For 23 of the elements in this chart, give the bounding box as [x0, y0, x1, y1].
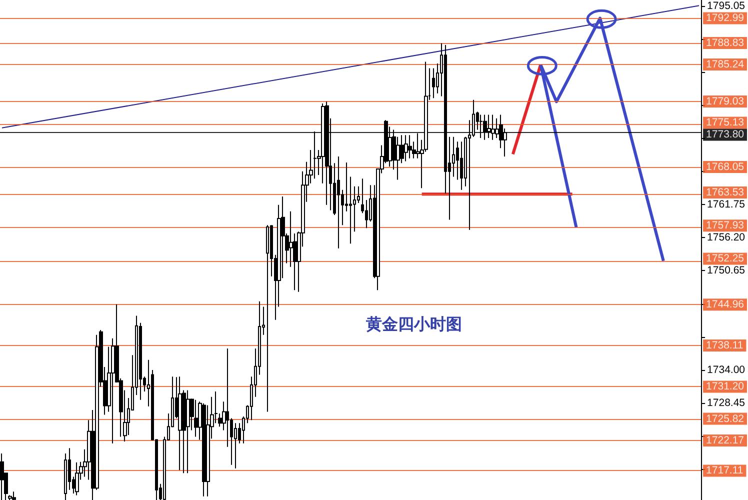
ref-line-label: 1757.93: [706, 220, 744, 232]
y-tick-label: 1750.65: [707, 264, 746, 277]
ref-line-label: 1768.05: [706, 160, 744, 173]
annotation: 黄金四小时图: [365, 314, 462, 334]
ref-line-label: 1779.03: [706, 95, 744, 108]
ref-line-label: 1752.25: [706, 252, 744, 265]
ref-line-label: 1731.20: [706, 380, 744, 393]
y-tick-label: 1734.00: [707, 364, 746, 376]
y-tick-label: 1756.20: [707, 232, 746, 244]
ref-line-label: 1738.11: [706, 340, 744, 352]
ref-line-label: 1775.13: [706, 116, 744, 129]
ref-line-label: 1717.11: [706, 464, 744, 477]
ref-line-label: 1763.53: [706, 186, 744, 199]
ref-line-label: 1722.17: [706, 434, 744, 447]
ref-line-label: 1725.82: [706, 412, 744, 425]
y-tick-label: 1761.75: [707, 198, 746, 211]
y-tick-label: 1795.05: [707, 0, 746, 12]
ref-line-label: 1785.24: [706, 58, 744, 70]
ref-line-label: 1788.83: [706, 37, 744, 50]
ref-line-label: 1744.96: [706, 298, 744, 311]
ref-line-label: 1773.80: [706, 128, 744, 141]
y-tick-label: 1728.45: [707, 397, 746, 410]
ref-line-label: 1792.99: [706, 12, 744, 24]
